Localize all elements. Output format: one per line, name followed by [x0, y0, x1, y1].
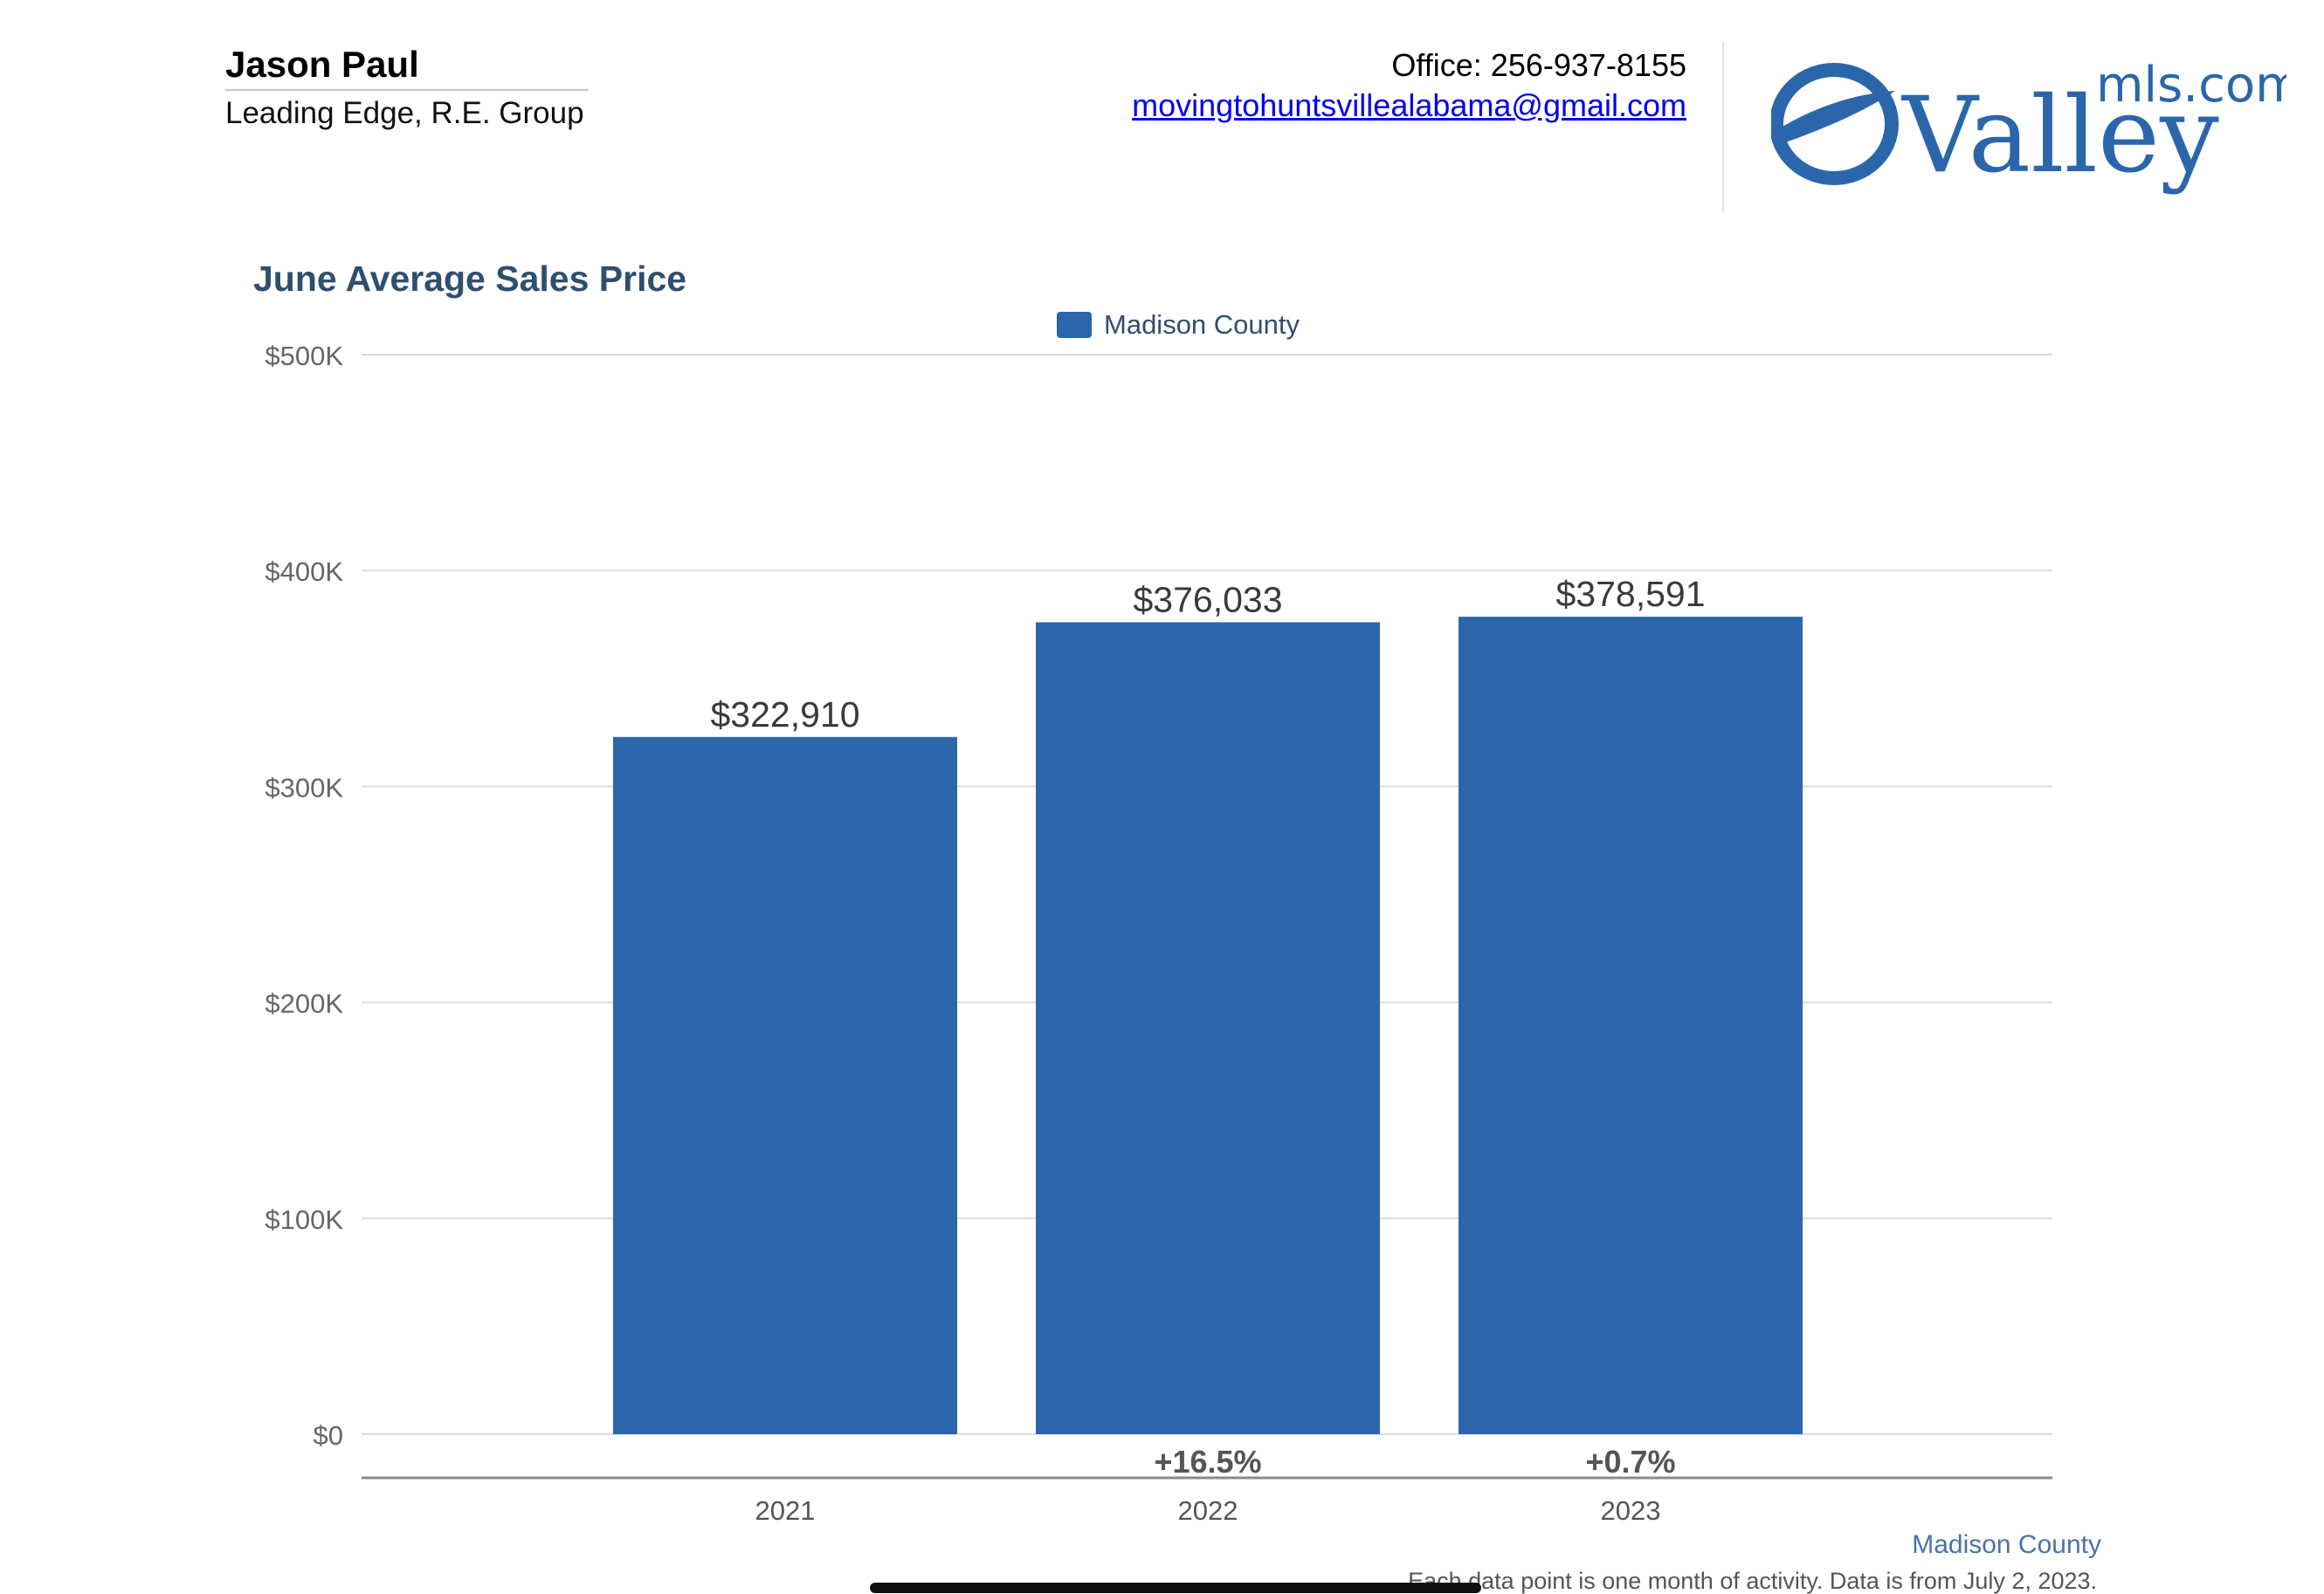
bar: [613, 736, 957, 1434]
x-tick-label: 2021: [755, 1495, 816, 1526]
footer-series-label: Madison County: [1912, 1530, 2101, 1559]
change-label: +0.7%: [1585, 1444, 1675, 1480]
y-tick-label: $100K: [265, 1204, 343, 1235]
office-phone: Office: 256-937-8155: [1391, 47, 1686, 83]
bar-value-label: $322,910: [710, 694, 859, 735]
y-tick-label: $200K: [265, 989, 343, 1019]
footer-note: Each data point is one month of activity…: [1408, 1568, 2097, 1594]
chart-title: June Average Sales Price: [253, 259, 687, 299]
y-tick-label: $0: [314, 1420, 343, 1451]
bar-value-label: $376,033: [1133, 579, 1282, 619]
x-tick-label: 2023: [1601, 1495, 1661, 1526]
valley-mls-logo: mls.com Valley: [1771, 57, 2286, 197]
y-tick-label: $400K: [265, 556, 343, 587]
agent-name: Jason Paul: [225, 44, 419, 85]
chart-legend: Madison County: [1057, 307, 1300, 342]
agent-name-underline: [225, 89, 589, 91]
email-link[interactable]: movingtohuntsvillealabama@gmail.com: [1132, 87, 1686, 123]
valley-eye-logo-icon: [1771, 63, 1899, 185]
legend-swatch: [1057, 312, 1092, 338]
y-tick-label: $300K: [265, 772, 343, 803]
x-tick-label: 2022: [1178, 1495, 1238, 1526]
logo-name: Valley: [1900, 75, 2219, 197]
home-indicator: [870, 1583, 1481, 1593]
agent-company: Leading Edge, R.E. Group: [225, 96, 584, 130]
bar: [1036, 622, 1380, 1434]
logo-domain: mls.com: [2096, 57, 2286, 114]
bar: [1459, 617, 1803, 1434]
bar-value-label: $378,591: [1555, 574, 1705, 614]
legend-label: Madison County: [1104, 309, 1300, 340]
change-label: +16.5%: [1154, 1444, 1261, 1480]
y-tick-label: $500K: [265, 341, 343, 371]
header-divider: [1722, 42, 1724, 211]
